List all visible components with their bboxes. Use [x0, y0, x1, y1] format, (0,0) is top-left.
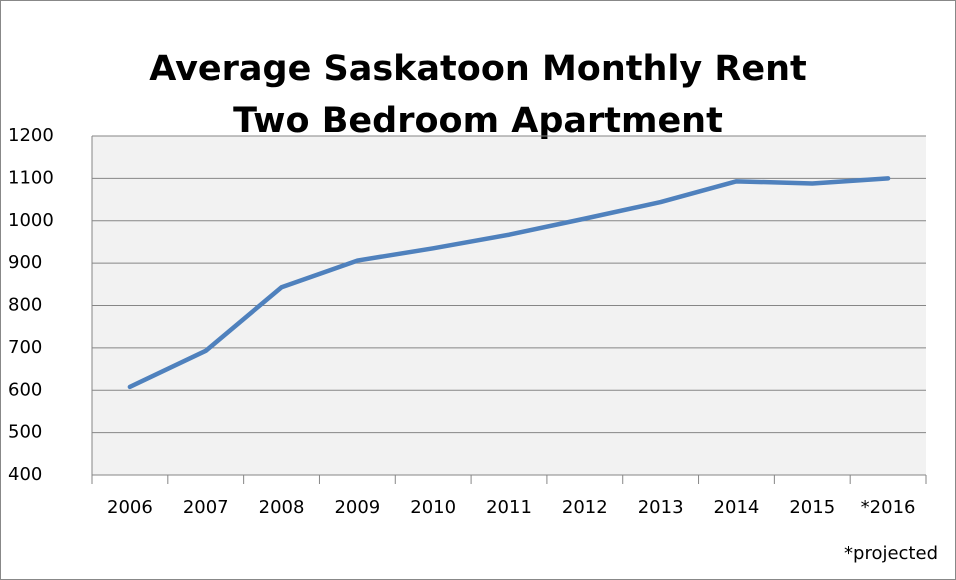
x-tick-label: 2010: [410, 497, 456, 518]
y-tick-label: 900: [8, 252, 42, 273]
x-tick-label: 2013: [638, 497, 684, 518]
y-tick-label: 1000: [8, 210, 54, 231]
y-tick-label: 1100: [8, 167, 54, 188]
chart-title: Two Bedroom Apartment: [233, 101, 723, 141]
x-tick-label: 2008: [259, 497, 305, 518]
x-tick-label: 2007: [183, 497, 229, 518]
line-series: [127, 176, 891, 390]
x-tick-label: 2009: [334, 497, 380, 518]
x-tick-label: 2015: [789, 497, 835, 518]
x-tick-label: *2016: [861, 497, 916, 518]
y-tick-label: 500: [8, 422, 42, 443]
x-tick-label: 2006: [107, 497, 153, 518]
y-tick-label: 1200: [8, 125, 54, 146]
y-tick-label: 600: [8, 379, 42, 400]
x-tick-label: 2011: [486, 497, 532, 518]
y-tick-label: 400: [8, 464, 42, 485]
chart-title: Average Saskatoon Monthly Rent: [149, 49, 807, 89]
y-tick-label: 800: [8, 295, 42, 316]
y-tick-label: 700: [8, 337, 42, 358]
x-tick-label: 2012: [562, 497, 608, 518]
x-tick-label: 2014: [714, 497, 760, 518]
annotation: *projected: [844, 543, 938, 564]
